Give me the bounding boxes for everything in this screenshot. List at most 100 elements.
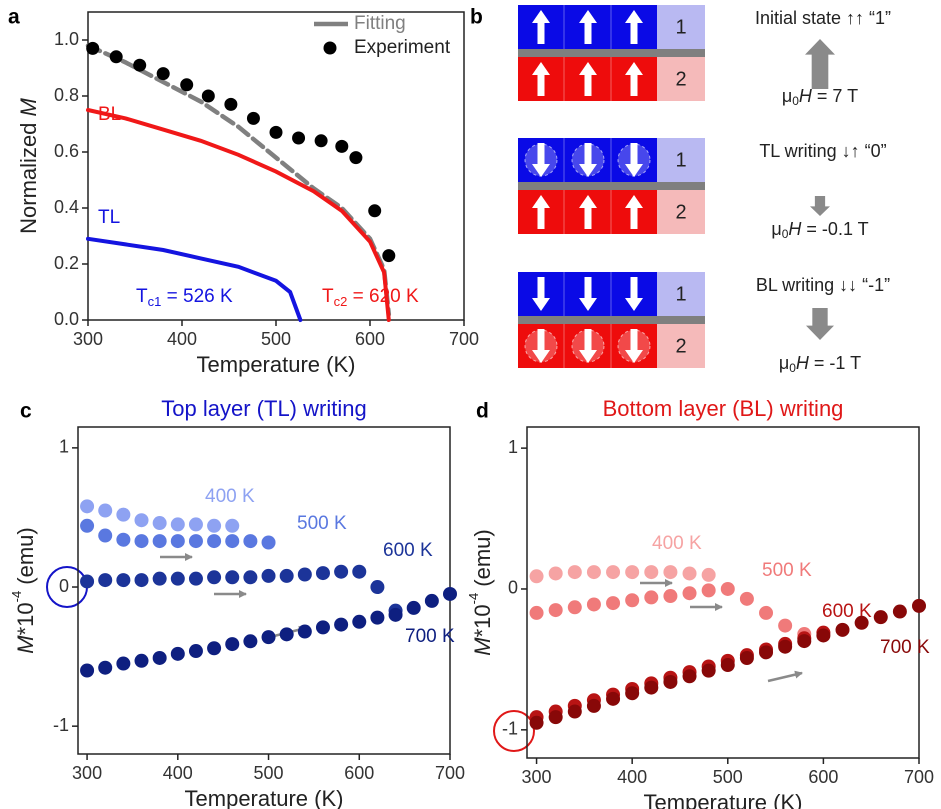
data-point (153, 516, 167, 530)
line-series (88, 239, 300, 320)
data-point (759, 606, 773, 620)
y-axis-label-part: (emu) (13, 527, 38, 591)
data-point (874, 610, 888, 624)
field-label-part: H (796, 353, 810, 373)
series-label: 600 K (383, 540, 433, 561)
data-point (568, 600, 582, 614)
x-tick-label: 400 (617, 767, 647, 787)
data-point (740, 651, 754, 665)
data-point (316, 620, 330, 634)
field-label-part: H (788, 219, 802, 239)
layer-number: 1 (675, 16, 686, 38)
field-label: μ0H = -0.1 T (771, 219, 868, 241)
data-point (407, 601, 421, 615)
data-point (98, 573, 112, 587)
data-point (202, 90, 215, 103)
data-point (855, 616, 869, 630)
panel-letter: b (470, 6, 483, 29)
field-label: μ0H = -1 T (779, 353, 861, 375)
y-tick-label: 1 (59, 437, 69, 457)
data-point (135, 573, 149, 587)
data-point (759, 645, 773, 659)
data-point (98, 529, 112, 543)
data-point (298, 567, 312, 581)
data-point (370, 611, 384, 625)
data-point (80, 574, 94, 588)
y-axis-label: Normalized M (16, 97, 41, 233)
line-series (88, 46, 389, 315)
annotation-part: c1 (148, 294, 162, 309)
y-axis-label-part: *10 (470, 604, 495, 637)
layer-number: 2 (675, 335, 686, 357)
y-tick-label: 1.0 (54, 29, 79, 49)
series-label: TL (98, 207, 120, 228)
data-point (702, 664, 716, 678)
data-point (262, 569, 276, 583)
data-point (225, 570, 239, 584)
data-point (116, 533, 130, 547)
field-label-part: μ (771, 219, 781, 239)
data-point (225, 534, 239, 548)
data-point (153, 572, 167, 586)
legend-label: Experiment (354, 37, 451, 58)
data-point (587, 565, 601, 579)
data-point (334, 565, 348, 579)
y-axis-label: M*10-4 (emu) (9, 527, 37, 654)
x-axis-label: Temperature (K) (197, 352, 356, 377)
data-point (224, 98, 237, 111)
data-point (98, 503, 112, 517)
series-label: 700 K (880, 637, 930, 658)
x-tick-label: 600 (355, 329, 385, 349)
annotation-part: T (322, 286, 334, 307)
y-tick-label: 0.8 (54, 85, 79, 105)
data-point (189, 644, 203, 658)
data-point (116, 657, 130, 671)
series-label: 400 K (205, 486, 255, 507)
y-tick-label: 0.4 (54, 197, 79, 217)
y-axis-label-part: M (16, 97, 41, 116)
data-point (315, 134, 328, 147)
data-point (606, 596, 620, 610)
x-tick-label: 700 (435, 763, 465, 783)
data-point (683, 669, 697, 683)
data-point (243, 534, 257, 548)
data-point (443, 587, 457, 601)
state-label: Initial state ↑↑ “1” (755, 8, 891, 28)
data-point (207, 534, 221, 548)
data-point (262, 630, 276, 644)
data-point (225, 519, 239, 533)
y-axis-label-part: (emu) (470, 529, 495, 593)
data-point (135, 534, 149, 548)
field-label-part: μ (779, 353, 789, 373)
x-tick-label: 600 (344, 763, 374, 783)
data-point (721, 658, 735, 672)
x-tick-label: 300 (73, 329, 103, 349)
data-point (207, 570, 221, 584)
data-point (530, 569, 544, 583)
figure: a3004005006007000.00.20.40.60.81.0Temper… (0, 0, 941, 809)
data-point (644, 565, 658, 579)
data-point (171, 647, 185, 661)
layer-number: 2 (675, 201, 686, 223)
data-point (587, 597, 601, 611)
data-point (370, 580, 384, 594)
data-point (606, 565, 620, 579)
y-tick-label: 0.2 (54, 253, 79, 273)
data-point (549, 710, 563, 724)
data-point (702, 568, 716, 582)
data-point (568, 705, 582, 719)
data-point (116, 508, 130, 522)
data-point (243, 570, 257, 584)
series-label: BL (98, 104, 121, 125)
series-label: 700 K (405, 626, 455, 647)
data-point (644, 590, 658, 604)
y-tick-label: 1 (508, 437, 518, 457)
data-point (270, 126, 283, 139)
data-point (280, 627, 294, 641)
legend-marker (324, 42, 337, 55)
data-point (180, 78, 193, 91)
y-axis-label-part: M (13, 635, 38, 654)
state-label: BL writing ↓↓ “-1” (756, 275, 890, 295)
field-label-part: H (799, 86, 813, 106)
data-point (530, 716, 544, 730)
